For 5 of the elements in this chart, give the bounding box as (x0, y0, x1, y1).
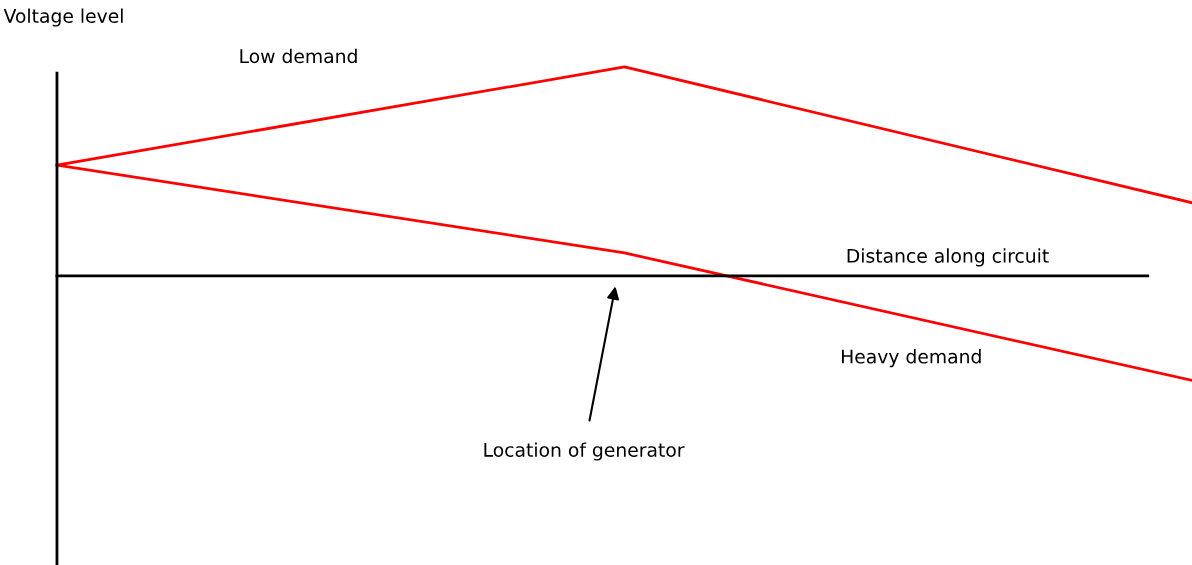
y-axis-title: Voltage level (3, 8, 123, 27)
series-label: Heavy demand (841, 349, 981, 368)
text: Location of generator (484, 442, 685, 461)
text: Low demand (240, 48, 357, 64)
x-axis-title: Distance along circuit (847, 248, 1049, 267)
